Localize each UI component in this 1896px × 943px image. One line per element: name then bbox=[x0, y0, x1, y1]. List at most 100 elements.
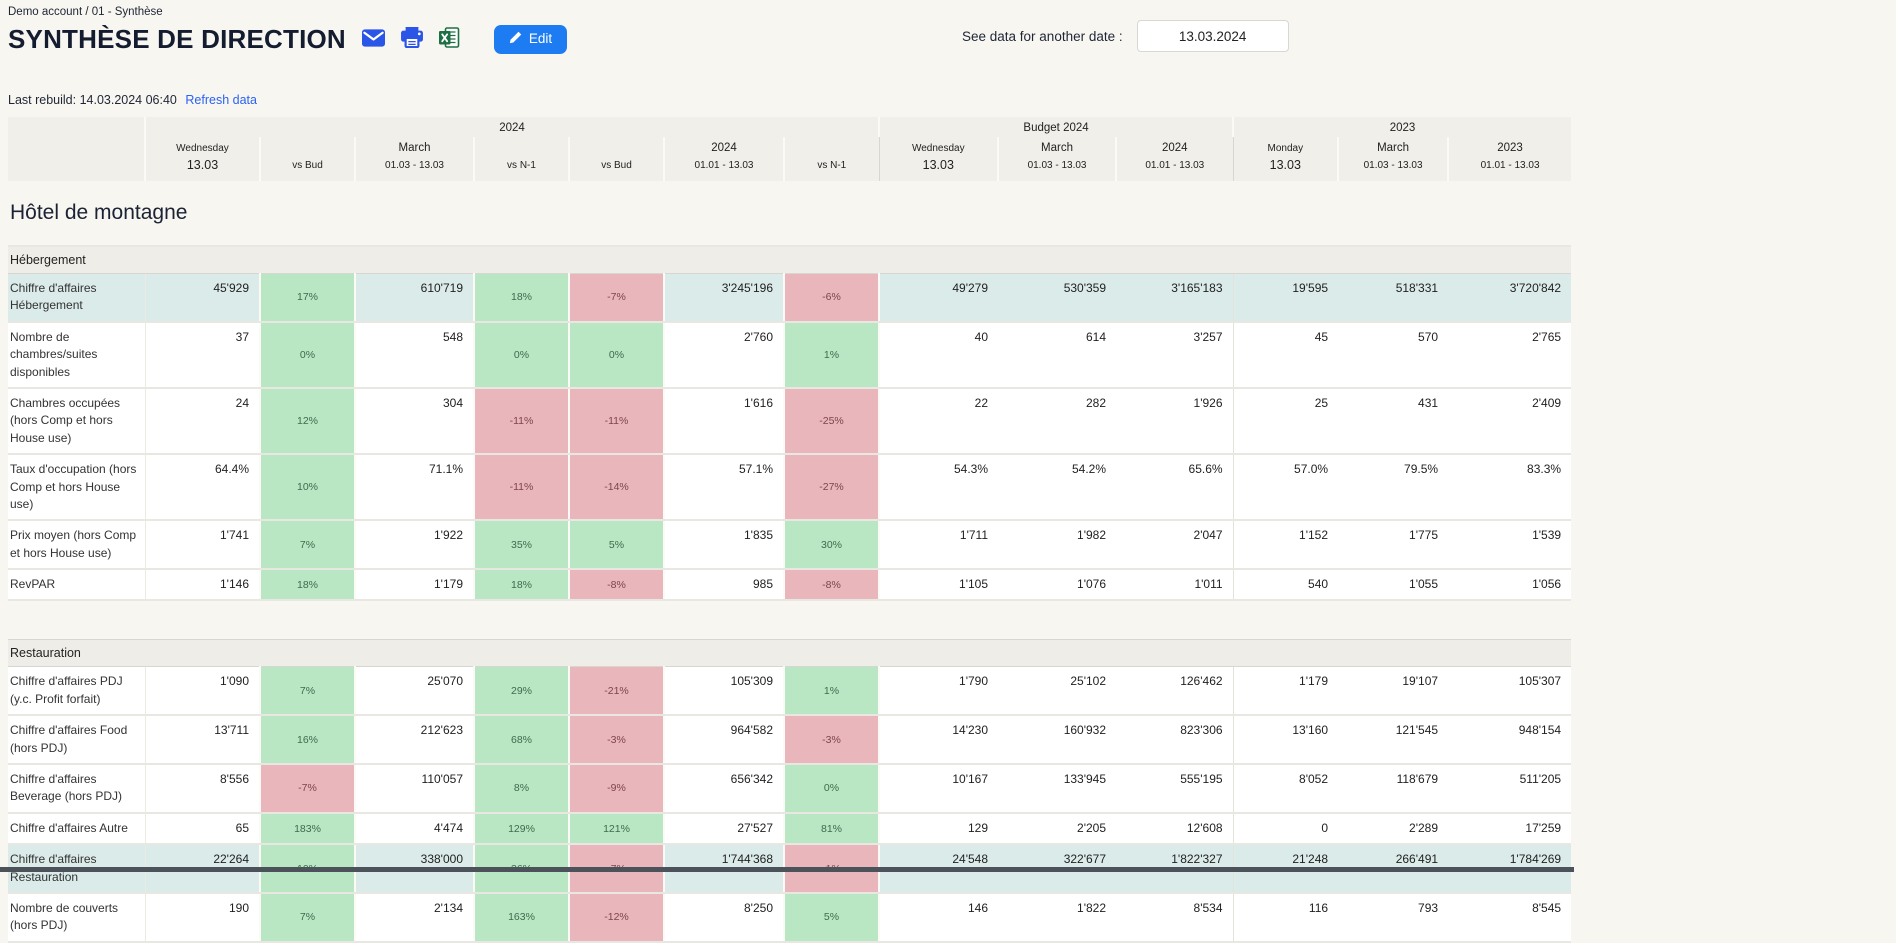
synthesis-table: 2024 Budget 2024 2023 Wednesday March 2024 Wed… bbox=[8, 117, 1572, 943]
variance-cell: 1% bbox=[782, 666, 881, 717]
value-cell: 65 bbox=[145, 812, 260, 846]
variance-cell: 30% bbox=[782, 520, 881, 571]
variance-cell: 183% bbox=[259, 812, 356, 846]
breadcrumb[interactable]: Demo account / 01 - Synthèse bbox=[8, 6, 163, 18]
value-cell: 964'582 bbox=[664, 715, 784, 766]
excel-export-button[interactable] bbox=[438, 27, 460, 51]
value-cell: 656'342 bbox=[664, 764, 784, 814]
variance-cell: 12% bbox=[259, 387, 356, 456]
value-cell: 121'545 bbox=[1338, 715, 1449, 766]
variance-cell: 16% bbox=[259, 715, 356, 766]
hotel-section-title: Hôtel de montagne bbox=[8, 181, 1572, 247]
value-cell: 8'052 bbox=[1232, 764, 1339, 814]
variance-cell: -21% bbox=[568, 666, 665, 717]
print-button[interactable] bbox=[400, 27, 423, 51]
value-cell: 8'545 bbox=[1448, 892, 1572, 943]
metric-row: Chiffre d'affaires Hébergement 45'929 17% 6… bbox=[8, 273, 1572, 323]
variance-cell: 18% bbox=[473, 273, 570, 323]
value-cell: 126'462 bbox=[1116, 666, 1234, 717]
value-cell: 8'534 bbox=[1116, 892, 1234, 943]
col-header-top: 2024 bbox=[1115, 137, 1234, 155]
value-cell: 1'146 bbox=[145, 569, 260, 602]
value-cell: 1'090 bbox=[145, 666, 260, 717]
value-cell: 37 bbox=[145, 321, 260, 389]
variance-cell: -8% bbox=[782, 569, 881, 602]
metric-label: Chiffre d'affaires Hébergement bbox=[8, 273, 146, 323]
value-cell: 1'056 bbox=[1448, 569, 1572, 602]
column-group-budget-2024: Budget 2024 bbox=[878, 117, 1234, 137]
column-group-2023: 2023 bbox=[1232, 117, 1572, 137]
metric-label: Chambres occupées (hors Comp et hors Hou… bbox=[8, 387, 146, 456]
value-cell: 1'179 bbox=[355, 569, 474, 602]
value-cell: 57.0% bbox=[1232, 454, 1339, 522]
value-cell: 304 bbox=[355, 387, 474, 456]
value-cell: 160'932 bbox=[998, 715, 1117, 766]
variance-cell: -7% bbox=[259, 764, 356, 814]
edit-button-label: Edit bbox=[528, 31, 553, 46]
col-header-bottom: vs N-1 bbox=[782, 155, 880, 181]
variance-cell: 5% bbox=[782, 892, 881, 943]
date-picker-group: See data for another date : bbox=[962, 20, 1289, 52]
metric-row: Nombre de chambres/suites disponibles 37 0… bbox=[8, 321, 1572, 389]
col-header-bottom: 13.03 bbox=[878, 155, 999, 181]
horizontal-scrollbar[interactable] bbox=[0, 867, 1574, 872]
variance-cell: -25% bbox=[782, 387, 881, 456]
value-cell: 793 bbox=[1338, 892, 1449, 943]
value-cell: 71.1% bbox=[355, 454, 474, 522]
value-cell: 2'409 bbox=[1448, 387, 1572, 456]
metric-label: Nombre de couverts (hors PDJ) bbox=[8, 892, 146, 943]
col-header-bottom: vs Bud bbox=[259, 155, 355, 181]
metric-label: Chiffre d'affaires Beverage (hors PDJ) bbox=[8, 764, 146, 814]
variance-cell: -3% bbox=[782, 715, 881, 766]
value-cell: 1'775 bbox=[1338, 520, 1449, 571]
value-cell: 1'055 bbox=[1338, 569, 1449, 602]
variance-cell: 1% bbox=[782, 321, 881, 389]
edit-button[interactable]: Edit bbox=[493, 24, 568, 54]
variance-cell: -9% bbox=[568, 764, 665, 814]
value-cell: 45 bbox=[1232, 321, 1339, 389]
value-cell: 105'309 bbox=[664, 666, 784, 717]
value-cell: 530'359 bbox=[998, 273, 1117, 323]
value-cell: 1'982 bbox=[998, 520, 1117, 571]
col-header-bottom: 13.03 bbox=[1232, 155, 1339, 181]
variance-cell: -11% bbox=[473, 387, 570, 456]
value-cell: 116 bbox=[1232, 892, 1339, 943]
rebuild-row: Last rebuild: 14.03.2024 06:40 Refresh d… bbox=[8, 93, 1896, 107]
variance-cell: 121% bbox=[568, 812, 665, 846]
metric-label: Taux d'occupation (hors Comp et hors Hou… bbox=[8, 454, 146, 522]
col-header-bottom: 01.03 - 13.03 bbox=[354, 155, 474, 181]
metric-row: Chiffre d'affaires Autre 65 183% 4'474 129% 1… bbox=[8, 812, 1572, 846]
variance-cell: -11% bbox=[473, 454, 570, 522]
value-cell: 4'474 bbox=[355, 812, 474, 846]
page-title: SYNTHÈSE DE DIRECTION bbox=[8, 23, 346, 54]
value-cell: 548 bbox=[355, 321, 474, 389]
value-cell: 65.6% bbox=[1116, 454, 1234, 522]
value-cell: 25 bbox=[1232, 387, 1339, 456]
value-cell: 1'835 bbox=[664, 520, 784, 571]
variance-cell: -11% bbox=[568, 387, 665, 456]
value-cell: 1'790 bbox=[878, 666, 999, 717]
value-cell: 1'926 bbox=[1116, 387, 1234, 456]
value-cell: 1'616 bbox=[664, 387, 784, 456]
col-header-top: March bbox=[997, 137, 1117, 155]
metric-label: Nombre de chambres/suites disponibles bbox=[8, 321, 146, 389]
variance-cell: -3% bbox=[568, 715, 665, 766]
variance-cell: 10% bbox=[259, 454, 356, 522]
value-cell: 1'922 bbox=[355, 520, 474, 571]
value-cell: 2'760 bbox=[664, 321, 784, 389]
value-cell: 948'154 bbox=[1448, 715, 1572, 766]
table-corner bbox=[8, 117, 145, 181]
refresh-data-link[interactable]: Refresh data bbox=[185, 93, 257, 107]
date-input[interactable] bbox=[1136, 20, 1289, 52]
value-cell: 25'102 bbox=[998, 666, 1117, 717]
metric-row: Prix moyen (hors Comp et hors House use)… bbox=[8, 520, 1572, 571]
value-cell: 17'259 bbox=[1448, 812, 1572, 846]
variance-cell: 18% bbox=[259, 569, 356, 602]
variance-cell: 17% bbox=[259, 273, 356, 323]
metric-label: Chiffre d'affaires Autre bbox=[8, 812, 146, 846]
value-cell: 555'195 bbox=[1116, 764, 1234, 814]
value-cell: 64.4% bbox=[145, 454, 260, 522]
variance-cell: -7% bbox=[568, 273, 665, 323]
email-button[interactable] bbox=[361, 28, 385, 50]
col-header-bottom: 01.03 - 13.03 bbox=[1337, 155, 1449, 181]
